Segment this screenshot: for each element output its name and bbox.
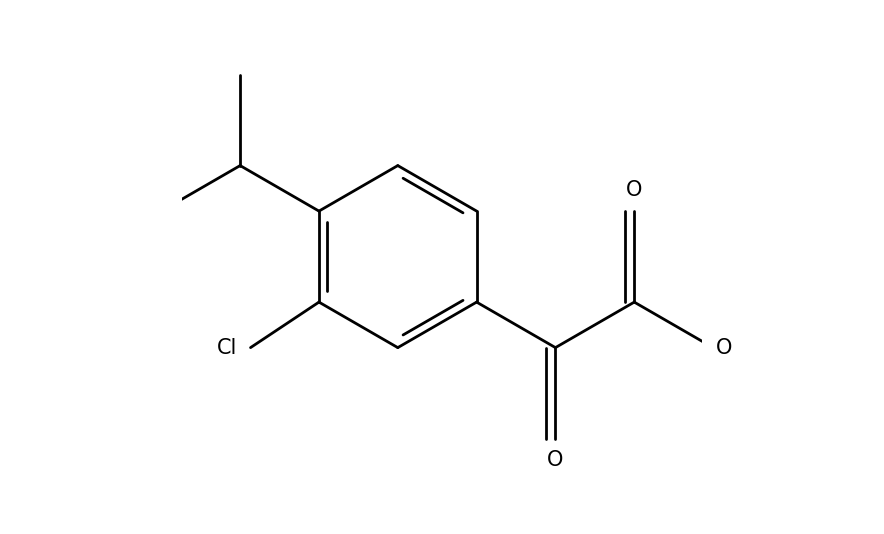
Text: Cl: Cl — [217, 337, 238, 358]
Text: O: O — [547, 450, 564, 470]
Text: O: O — [716, 337, 732, 358]
Text: O: O — [626, 179, 643, 200]
